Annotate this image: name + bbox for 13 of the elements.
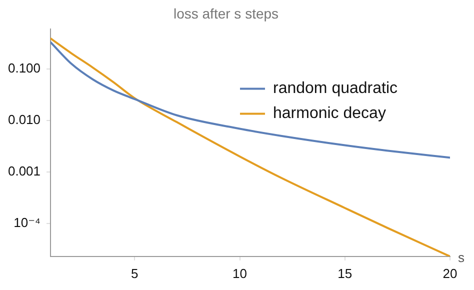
x-axis-title: s [458, 250, 465, 265]
legend-label: harmonic decay [273, 105, 386, 122]
x-tick-label: 20 [442, 266, 458, 281]
chart-title: loss after s steps [173, 5, 279, 22]
y-tick-label: 10⁻⁴ [14, 215, 41, 230]
x-tick-label: 5 [131, 266, 138, 281]
x-tick-label: 15 [338, 266, 352, 281]
legend-label: random quadratic [273, 80, 398, 98]
y-tick-label: 0.100 [8, 60, 41, 76]
x-tick-label: 10 [232, 266, 247, 281]
line-series [50, 41, 450, 159]
y-tick-label: 0.010 [8, 112, 41, 128]
y-tick-label: 0.001 [8, 164, 41, 179]
